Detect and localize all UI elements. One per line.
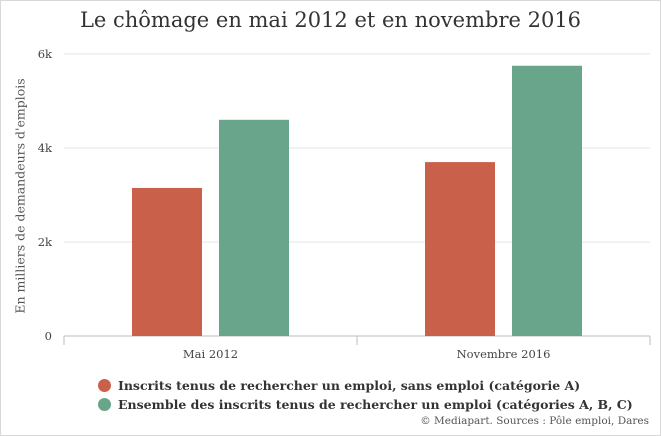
bar-category-a xyxy=(132,187,202,336)
legend-label-categories-abc: Ensemble des inscrits tenus de recherche… xyxy=(118,397,633,412)
x-tick-label: Novembre 2016 xyxy=(457,347,551,361)
y-tick-label: 6k xyxy=(38,47,53,61)
bar-categories-abc xyxy=(512,65,582,336)
x-tick-label: Mai 2012 xyxy=(183,347,238,361)
legend-item-category-a[interactable]: Inscrits tenus de rechercher un emploi, … xyxy=(98,376,633,395)
bar-categories-abc xyxy=(219,119,289,336)
legend-swatch-categories-abc xyxy=(98,398,111,411)
chart-title: Le chômage en mai 2012 et en novembre 20… xyxy=(79,8,582,32)
legend-item-categories-abc[interactable]: Ensemble des inscrits tenus de recherche… xyxy=(98,395,633,414)
legend-label-category-a: Inscrits tenus de rechercher un emploi, … xyxy=(118,378,581,393)
y-tick-label: 2k xyxy=(38,235,53,249)
y-tick-label: 0 xyxy=(45,329,52,343)
bar-category-a xyxy=(425,162,495,336)
legend-swatch-category-a xyxy=(98,379,111,392)
source-credit: © Mediapart. Sources : Pôle emploi, Dare… xyxy=(420,415,649,427)
legend: Inscrits tenus de rechercher un emploi, … xyxy=(98,376,633,414)
y-tick-label: 4k xyxy=(38,141,53,155)
